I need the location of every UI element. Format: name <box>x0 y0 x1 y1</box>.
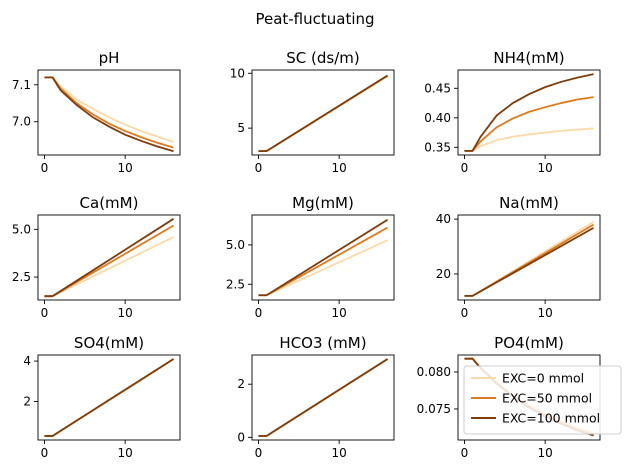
y-tick-label: 0.45 <box>424 81 451 95</box>
y-tick-label: 7.1 <box>12 78 31 92</box>
series-line-2 <box>464 223 595 297</box>
panel-title: SC (ds/m) <box>286 49 359 67</box>
panel-2: SC (ds/m) 0 10 5 10 <box>230 49 395 175</box>
series-line-1 <box>464 127 594 152</box>
x-tick-label: 0 <box>41 306 49 320</box>
series-line-2 <box>464 96 594 152</box>
series-group <box>258 218 389 297</box>
axes-frame <box>251 69 395 156</box>
series-line-3 <box>464 227 594 297</box>
x-tick-label: 10 <box>331 161 346 175</box>
series-line-1 <box>464 221 595 297</box>
y-tick-label: 0.40 <box>424 111 451 125</box>
x-tick-label: 0 <box>255 446 263 460</box>
panel-4: Ca(mM) 0 10 2.5 5.0 <box>12 194 181 320</box>
series-group <box>258 74 389 153</box>
panel-title: NH4(mM) <box>493 49 564 67</box>
series-line-1 <box>258 239 388 297</box>
series-line-2 <box>258 226 388 297</box>
panel-5: Mg(mM) 0 10 2.5 5.0 <box>226 194 395 320</box>
axes-frame <box>37 214 181 301</box>
panel-title: PO4(mM) <box>494 334 564 352</box>
legend-label: EXC=0 mmol <box>502 371 584 386</box>
y-tick-label: 20 <box>436 267 451 281</box>
series-group <box>44 358 175 437</box>
x-tick-label: 0 <box>41 446 49 460</box>
x-tick-label: 10 <box>117 161 132 175</box>
x-tick-label: 0 <box>461 306 469 320</box>
series-line-3 <box>44 218 175 298</box>
legend-box <box>463 365 622 435</box>
x-tick-label: 10 <box>537 306 552 320</box>
x-tick-label: 0 <box>41 161 49 175</box>
axes-frame <box>457 214 601 301</box>
panel-6: Na(mM) 0 10 20 40 <box>436 194 601 320</box>
y-tick-label: 40 <box>436 212 451 226</box>
axes-frame <box>37 69 181 156</box>
y-tick-label: 5 <box>237 121 245 135</box>
series-group <box>44 76 174 153</box>
series-line-3 <box>258 74 389 153</box>
series-group <box>464 73 594 152</box>
legend-label: EXC=50 mmol <box>502 391 592 406</box>
series-line-1 <box>44 236 174 298</box>
panel-title: Ca(mM) <box>80 194 139 212</box>
x-tick-label: 10 <box>331 446 346 460</box>
panel-3: NH4(mM) 0 10 0.35 0.40 0.45 <box>424 49 601 175</box>
y-tick-label: 10 <box>230 66 245 80</box>
x-tick-label: 10 <box>537 446 552 460</box>
x-tick-label: 0 <box>461 446 469 460</box>
series-line-3 <box>464 73 594 152</box>
axes-frame <box>457 69 601 156</box>
series-group <box>258 358 389 437</box>
panel-title: Na(mM) <box>499 194 559 212</box>
y-tick-label: 0.075 <box>417 402 451 416</box>
series-line-3 <box>44 358 175 437</box>
axes-frame <box>37 354 181 441</box>
y-tick-label: 5.0 <box>226 238 245 252</box>
y-tick-label: 2 <box>23 395 31 409</box>
y-tick-label: 0 <box>237 430 245 444</box>
panel-title: Mg(mM) <box>292 194 354 212</box>
legend-label: EXC=100 mmol <box>502 411 600 426</box>
y-tick-label: 2 <box>237 377 245 391</box>
axes-frame <box>251 214 395 301</box>
series-line-3 <box>258 358 389 437</box>
y-tick-label: 2.5 <box>226 277 245 291</box>
y-tick-label: 4 <box>23 354 31 368</box>
x-tick-label: 0 <box>461 161 469 175</box>
figure-title: Peat-fluctuating <box>255 10 374 28</box>
panel-8: HCO3 (mM) 0 10 0 2 <box>237 334 395 460</box>
x-tick-label: 10 <box>117 446 132 460</box>
x-tick-label: 10 <box>117 306 132 320</box>
series-group <box>464 221 595 297</box>
panel-title: pH <box>99 49 120 67</box>
axes-frame <box>251 354 395 441</box>
panel-1: pH 0 10 7.0 7.1 <box>12 49 181 175</box>
x-tick-label: 10 <box>537 161 552 175</box>
y-tick-label: 2.5 <box>12 270 31 284</box>
panel-7: SO4(mM) 0 10 2 4 <box>23 334 181 460</box>
legend: EXC=0 mmol EXC=50 mmol EXC=100 mmol <box>463 365 622 435</box>
y-tick-label: 0.080 <box>417 365 451 379</box>
y-tick-label: 0.35 <box>424 140 451 154</box>
series-line-2 <box>44 76 174 149</box>
series-group <box>44 218 175 298</box>
y-tick-label: 5.0 <box>12 222 31 236</box>
panel-title: HCO3 (mM) <box>279 334 366 352</box>
x-tick-label: 0 <box>255 161 263 175</box>
panel-title: SO4(mM) <box>74 334 144 352</box>
series-line-3 <box>44 76 174 153</box>
y-tick-label: 7.0 <box>12 115 31 129</box>
series-line-3 <box>258 218 389 297</box>
x-tick-label: 0 <box>255 306 263 320</box>
x-tick-label: 10 <box>331 306 346 320</box>
series-line-1 <box>44 76 174 143</box>
